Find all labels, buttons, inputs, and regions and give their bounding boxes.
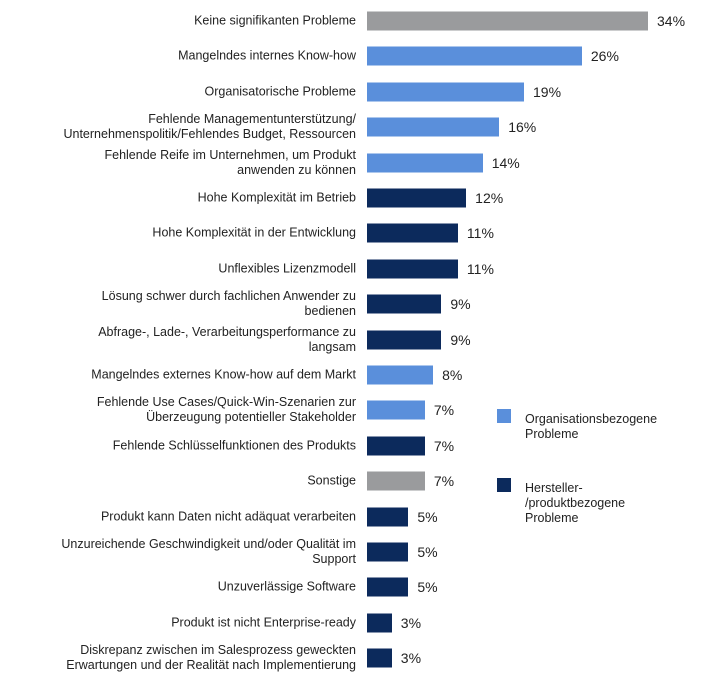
- legend-swatch: [497, 409, 511, 423]
- category-label: Unflexibles Lizenzmodell: [218, 261, 356, 276]
- legend-swatch: [497, 478, 511, 492]
- value-label: 3%: [400, 650, 422, 667]
- category-label: Abfrage-, Lade-, Verarbeitungsperformanc…: [98, 324, 356, 354]
- bar: [367, 82, 525, 102]
- category-label: Fehlende Reife im Unternehmen, um Produk…: [104, 147, 356, 177]
- category-label: Fehlende Schlüsselfunktionen des Produkt…: [112, 438, 356, 453]
- value-label: 9%: [450, 296, 471, 313]
- bar: [367, 613, 392, 633]
- category-label: Keine signifikanten Probleme: [194, 13, 356, 28]
- value-label: 14%: [491, 154, 520, 171]
- bar: [367, 46, 582, 66]
- bar: [367, 117, 500, 137]
- category-label: Produkt ist nicht Enterprise-ready: [171, 615, 356, 630]
- value-label: 3%: [400, 614, 422, 631]
- value-label: 34%: [657, 13, 686, 29]
- category-label: Hohe Komplexität in der Entwicklung: [152, 225, 356, 240]
- value-label: 7%: [433, 402, 455, 419]
- category-label: Fehlende Managementunterstützung/Unterne…: [63, 112, 356, 142]
- bar: [367, 365, 434, 385]
- category-label: Unzuverlässige Software: [217, 579, 356, 594]
- bar: [367, 542, 409, 562]
- bar: [367, 400, 425, 420]
- category-label: Diskrepanz zwischen im Salesprozess gewe…: [66, 643, 356, 673]
- legend-label: Organisationsbezogene Probleme: [525, 412, 658, 441]
- bar: [367, 294, 442, 314]
- bar: [367, 259, 458, 279]
- bar: [367, 577, 409, 597]
- value-label: 7%: [433, 473, 455, 490]
- value-label: 11%: [466, 260, 494, 277]
- value-label: 11%: [466, 225, 494, 242]
- bar: [367, 11, 648, 31]
- legend-label: Hersteller-/produktbezogene Probleme: [525, 481, 626, 525]
- bar: [367, 188, 467, 208]
- value-label: 19%: [533, 83, 562, 100]
- category-label: Hohe Komplexität im Betrieb: [197, 190, 356, 205]
- bar: [367, 471, 425, 491]
- value-label: 7%: [433, 437, 455, 454]
- category-label: Sonstige: [307, 473, 356, 488]
- value-label: 5%: [417, 508, 438, 525]
- value-label: 16%: [508, 119, 537, 136]
- bar: [367, 223, 458, 243]
- category-label: Unzureichende Geschwindigkeit und/oder Q…: [61, 537, 356, 566]
- category-label: Mangelndes internes Know-how: [178, 48, 356, 63]
- category-label: Lösung schwer durch fachlichen Anwender …: [101, 289, 356, 319]
- bar: [367, 153, 483, 173]
- category-label: Fehlende Use Cases/Quick-Win-Szenarien z…: [96, 395, 356, 425]
- value-label: 5%: [417, 544, 438, 560]
- value-label: 12%: [475, 190, 504, 206]
- category-label: Mangelndes externes Know-how auf dem Mar…: [91, 367, 356, 382]
- category-label: Organisatorische Probleme: [204, 84, 356, 99]
- value-label: 8%: [442, 367, 463, 383]
- value-label: 9%: [450, 331, 471, 348]
- bar: [367, 507, 409, 527]
- category-label: Produkt kann Daten nicht adäquat verarbe…: [100, 509, 356, 524]
- value-label: 26%: [590, 48, 619, 65]
- bar: [367, 330, 442, 350]
- value-label: 5%: [417, 579, 438, 596]
- bar: [367, 436, 425, 456]
- bar: [367, 648, 392, 668]
